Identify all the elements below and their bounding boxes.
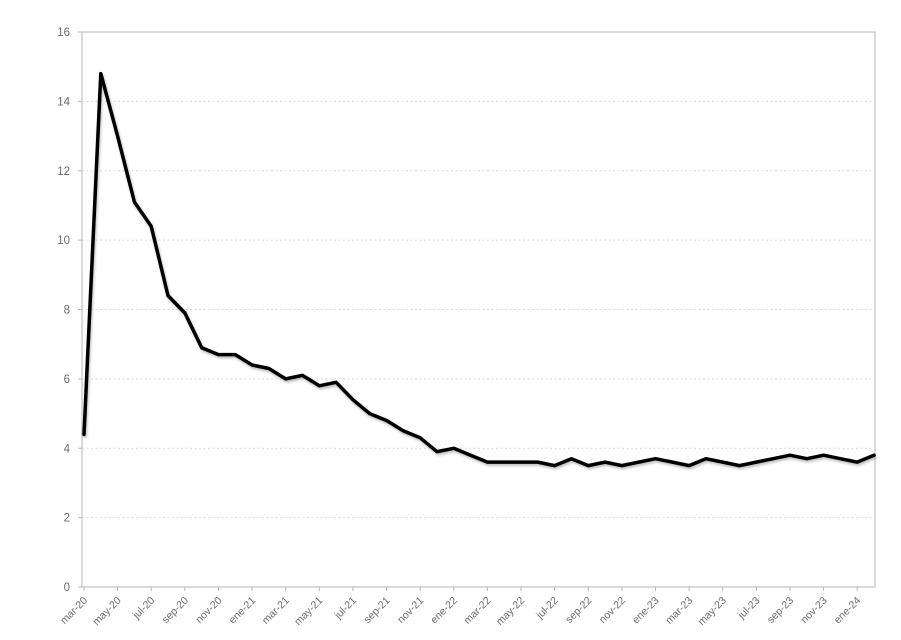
x-tick-label: ene-21 <box>227 595 259 627</box>
x-tick-label: mar-22 <box>462 595 494 627</box>
y-tick-label: 8 <box>64 305 70 317</box>
y-tick-label: 4 <box>64 443 71 455</box>
x-tick-label: nov-23 <box>799 595 830 626</box>
x-tick-label: ene-24 <box>832 595 864 627</box>
x-tick-label: nov-22 <box>597 595 628 626</box>
x-tick-label: ene-22 <box>428 595 460 627</box>
x-tick-label: may-20 <box>90 595 123 628</box>
y-tick-label: 0 <box>64 582 70 594</box>
data-series-line <box>82 71 876 468</box>
x-tick-label: may-21 <box>292 595 325 628</box>
x-tick-label: jul-23 <box>735 595 762 622</box>
x-tick-label: sep-23 <box>765 595 796 626</box>
x-tick-label: mar-20 <box>58 595 90 627</box>
x-tick-label: jul-20 <box>130 595 157 622</box>
y-tick-label: 12 <box>57 166 70 178</box>
x-tick-label: mar-21 <box>260 595 292 627</box>
y-tick-label: 2 <box>64 513 70 525</box>
x-tick-label: sep-20 <box>160 595 191 626</box>
y-tick-label: 16 <box>57 27 70 39</box>
x-tick-label: nov-20 <box>193 595 224 626</box>
x-tick-label: nov-21 <box>395 595 426 626</box>
x-tick-label: jul-22 <box>533 595 560 622</box>
x-tick-label: ene-23 <box>630 595 662 627</box>
y-tick-label: 6 <box>64 374 70 386</box>
x-tick-label: may-23 <box>696 595 729 628</box>
x-tick-label: sep-21 <box>361 595 392 626</box>
x-tick-label: sep-22 <box>563 595 594 626</box>
x-tick-label: jul-21 <box>332 595 359 622</box>
x-tick-label: mar-23 <box>663 595 695 627</box>
y-tick-label: 10 <box>57 235 70 247</box>
x-tick-label: may-22 <box>494 595 527 628</box>
y-tick-label: 14 <box>57 96 70 108</box>
